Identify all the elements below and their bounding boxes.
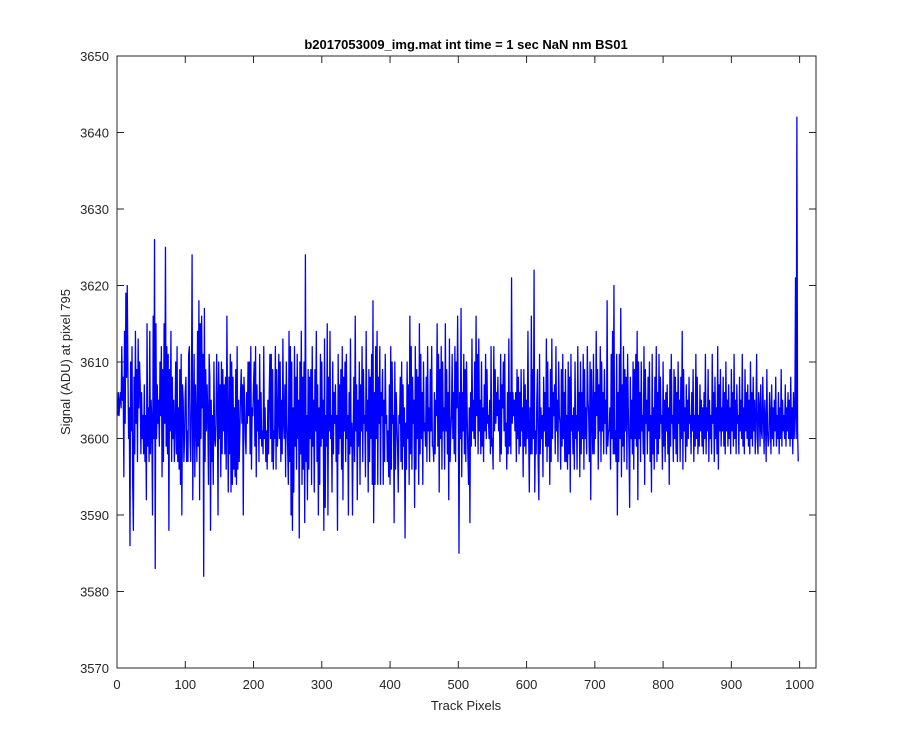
x-axis-label: Track Pixels [431, 698, 502, 713]
series-line [117, 116, 799, 577]
y-tick-label: 3650 [80, 49, 109, 64]
data-layer [117, 116, 799, 577]
x-tick-label: 900 [721, 677, 743, 692]
y-tick-label: 3590 [80, 508, 109, 523]
x-tick-label: 400 [379, 677, 401, 692]
x-tick-label: 300 [311, 677, 333, 692]
y-axis-ticks: 3570 3580 3590 3600 3610 3620 3630 3640 3650 [80, 49, 816, 676]
x-tick-label: 100 [174, 677, 196, 692]
y-tick-label: 3630 [80, 202, 109, 217]
x-axis-ticks: 0 100 200 300 400 500 600 700 800 900 1000 [113, 56, 814, 692]
x-tick-label: 500 [447, 677, 469, 692]
y-tick-label: 3620 [80, 279, 109, 294]
x-tick-label: 200 [243, 677, 265, 692]
x-tick-label: 600 [516, 677, 538, 692]
y-axis-label: Signal (ADU) at pixel 795 [58, 289, 73, 435]
x-tick-label: 1000 [785, 677, 814, 692]
y-tick-label: 3610 [80, 355, 109, 370]
y-tick-label: 3580 [80, 585, 109, 600]
y-tick-label: 3570 [80, 661, 109, 676]
x-tick-label: 800 [652, 677, 674, 692]
chart-title: b2017053009_img.mat int time = 1 sec NaN… [304, 37, 627, 52]
x-tick-label: 700 [584, 677, 606, 692]
y-tick-label: 3640 [80, 126, 109, 141]
x-tick-label: 0 [113, 677, 120, 692]
y-tick-label: 3600 [80, 432, 109, 447]
